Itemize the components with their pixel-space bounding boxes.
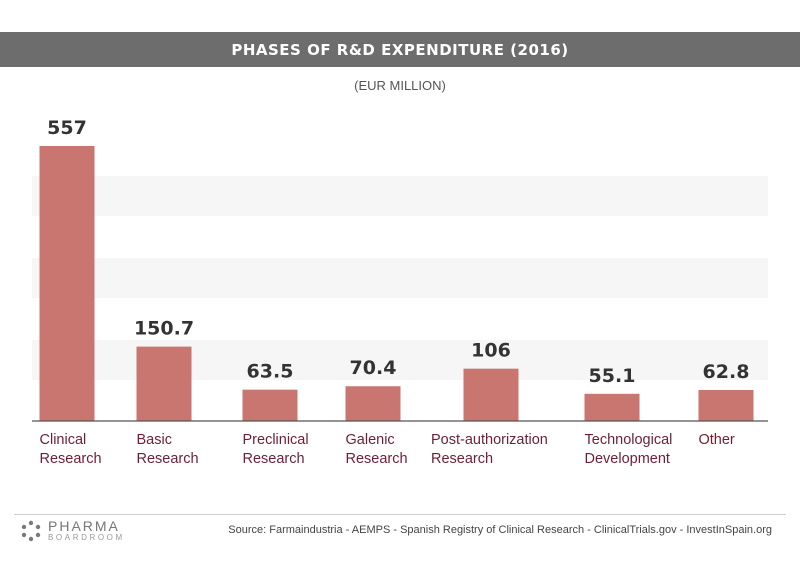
bar bbox=[584, 393, 640, 421]
data-label: 557 bbox=[47, 117, 87, 139]
category-label: Technological bbox=[585, 432, 673, 448]
category-label: Research bbox=[40, 451, 102, 467]
source-note: Source: Farmaindustria - AEMPS - Spanish… bbox=[228, 524, 772, 536]
bar bbox=[345, 386, 401, 421]
chart-subtitle: (EUR MILLION) bbox=[354, 78, 446, 93]
bar bbox=[136, 346, 192, 421]
data-label: 62.8 bbox=[703, 361, 750, 383]
background-band bbox=[32, 176, 768, 216]
data-label: 70.4 bbox=[350, 357, 397, 379]
data-label: 150.7 bbox=[134, 318, 194, 340]
logo-main-text: PHARMA bbox=[48, 518, 120, 534]
bar bbox=[698, 389, 754, 421]
category-label: Research bbox=[137, 451, 199, 467]
category-label: Clinical bbox=[40, 432, 87, 448]
chart-title: PHASES OF R&D EXPENDITURE (2016) bbox=[0, 32, 800, 67]
bar bbox=[242, 389, 298, 421]
data-label: 63.5 bbox=[247, 361, 294, 383]
category-label: Preclinical bbox=[243, 432, 309, 448]
background-band bbox=[32, 258, 768, 298]
category-label: Galenic bbox=[346, 432, 395, 448]
logo-dots-icon bbox=[21, 520, 41, 541]
category-label: Development bbox=[585, 451, 670, 467]
footer-divider bbox=[14, 514, 786, 515]
bar bbox=[39, 146, 95, 421]
category-label: Basic bbox=[137, 432, 172, 448]
pharma-boardroom-logo: PHARMA BOARDROOM bbox=[20, 519, 125, 542]
data-label: 106 bbox=[471, 340, 511, 362]
category-label: Other bbox=[699, 432, 735, 448]
category-label: Post-authorization bbox=[431, 432, 548, 448]
category-label: Research bbox=[243, 451, 305, 467]
bar-chart: 557 Clinical Research 150.7 Basic Research 63.… bbox=[32, 117, 768, 467]
data-label: 55.1 bbox=[589, 365, 636, 387]
category-label: Research bbox=[346, 451, 408, 467]
logo-sub-text: BOARDROOM bbox=[48, 533, 125, 542]
category-label: Research bbox=[431, 451, 493, 467]
bar bbox=[463, 368, 519, 421]
